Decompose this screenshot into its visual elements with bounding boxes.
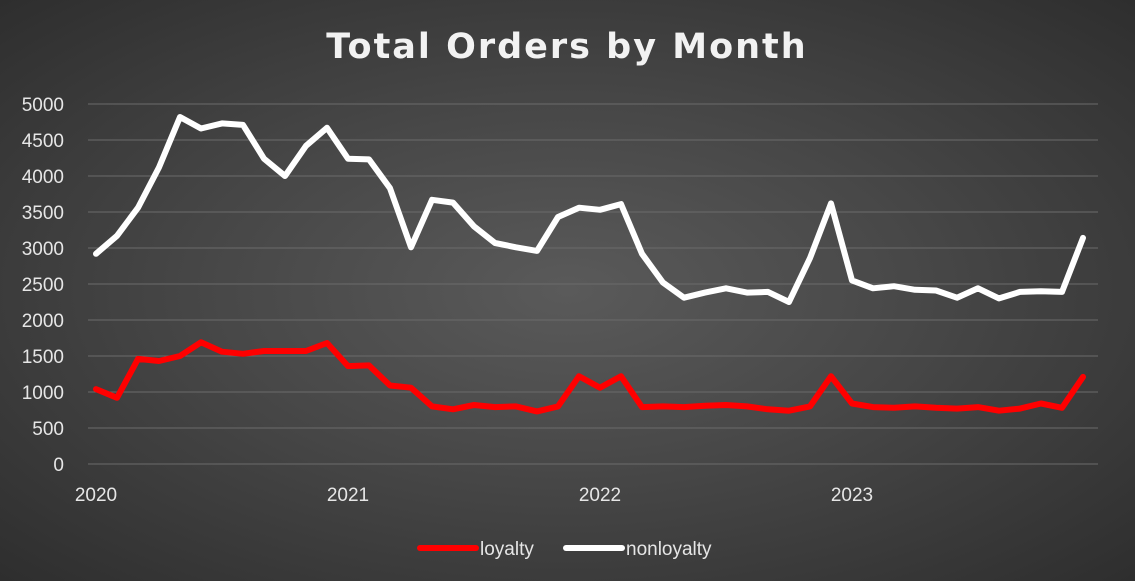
y-tick-label: 3000	[22, 239, 64, 260]
y-tick-label: 1500	[22, 347, 64, 368]
legend-item-loyalty: loyalty	[417, 539, 534, 560]
x-axis-ticks: 2020 2021 2022 2023	[75, 485, 873, 506]
y-axis-ticks: 0 500 1000 1500 2000 2500 3000 3500 4000 4500 5000	[22, 95, 64, 476]
y-tick-label: 1000	[22, 383, 64, 404]
y-tick-label: 4500	[22, 131, 64, 152]
legend: loyalty nonloyalty	[417, 539, 712, 560]
series-lines	[93, 114, 1086, 415]
chart-title: Total Orders by Month	[326, 27, 807, 67]
series-line-loyalty	[93, 339, 1086, 415]
y-tick-label: 5000	[22, 95, 64, 116]
y-tick-label: 500	[32, 419, 64, 440]
y-tick-label: 2000	[22, 311, 64, 332]
y-tick-label: 3500	[22, 203, 64, 224]
gridlines	[88, 103, 1098, 465]
series-line-nonloyalty	[93, 114, 1086, 305]
y-tick-label: 2500	[22, 275, 64, 296]
legend-item-nonloyalty: nonloyalty	[563, 539, 712, 560]
y-tick-label: 0	[53, 455, 64, 476]
x-tick-label: 2023	[831, 485, 873, 506]
legend-label: nonloyalty	[626, 539, 712, 560]
y-tick-label: 4000	[22, 167, 64, 188]
x-tick-label: 2020	[75, 485, 117, 506]
x-tick-label: 2022	[579, 485, 621, 506]
legend-label: loyalty	[480, 539, 534, 560]
x-tick-label: 2021	[327, 485, 369, 506]
